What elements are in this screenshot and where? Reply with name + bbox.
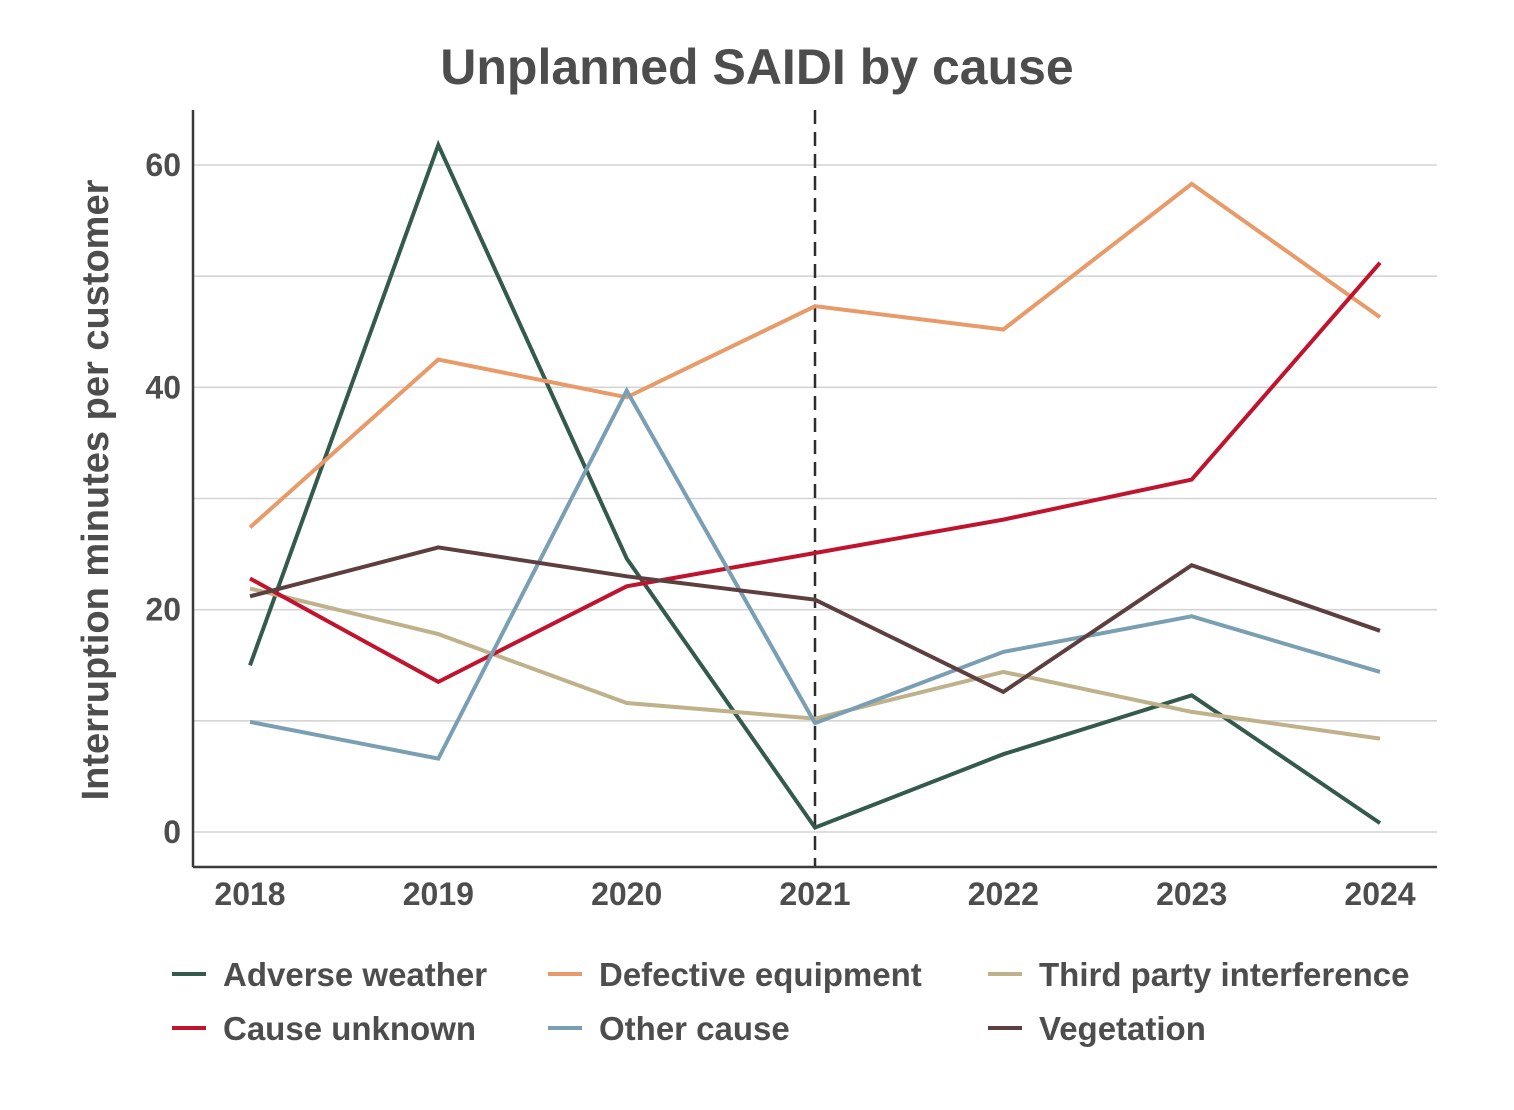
series-line-other-cause: [249, 386, 1381, 761]
legend-item-cause-unknown: Cause unknown: [172, 1010, 476, 1047]
tick-labels: 0 20 40 60 2018 2019 2020 2021 2022 2023 2024: [145, 147, 1415, 912]
legend-item-defective-equipment: Defective equipment: [548, 956, 922, 993]
series-line-defective-equipment: [248, 181, 1382, 529]
series-line-third-party-interference: [249, 586, 1381, 741]
y-tick-label: 20: [145, 592, 181, 628]
legend-label: Defective equipment: [599, 956, 922, 993]
x-tick-label: 2019: [403, 876, 474, 912]
series-lines: [248, 139, 1382, 831]
series-line-adverse-weather: [248, 139, 1382, 831]
series-line-vegetation: [249, 545, 1381, 695]
legend: Adverse weather Defective equipment Third …: [172, 956, 1409, 1047]
y-tick-label: 40: [145, 369, 181, 405]
x-tick-label: 2021: [779, 876, 850, 912]
legend-label: Cause unknown: [223, 1010, 476, 1047]
y-tick-label: 0: [163, 814, 181, 850]
x-tick-label: 2023: [1156, 876, 1227, 912]
series-line-cause-unknown: [249, 261, 1382, 685]
y-axis-label: Interruption minutes per customer: [75, 179, 117, 800]
legend-label: Adverse weather: [223, 956, 487, 993]
legend-item-adverse-weather: Adverse weather: [172, 956, 487, 993]
legend-item-third-party-interference: Third party interference: [988, 956, 1409, 993]
chart-title: Unplanned SAIDI by cause: [440, 39, 1073, 95]
axes: [191, 110, 1437, 869]
legend-label: Other cause: [599, 1010, 790, 1047]
legend-item-vegetation: Vegetation: [988, 1010, 1206, 1047]
x-tick-label: 2020: [591, 876, 662, 912]
x-tick-label: 2018: [214, 876, 285, 912]
legend-label: Third party interference: [1039, 956, 1409, 993]
y-tick-label: 60: [145, 147, 181, 183]
x-tick-label: 2024: [1344, 876, 1415, 912]
legend-label: Vegetation: [1039, 1010, 1206, 1047]
legend-item-other-cause: Other cause: [548, 1010, 790, 1047]
x-tick-label: 2022: [968, 876, 1039, 912]
